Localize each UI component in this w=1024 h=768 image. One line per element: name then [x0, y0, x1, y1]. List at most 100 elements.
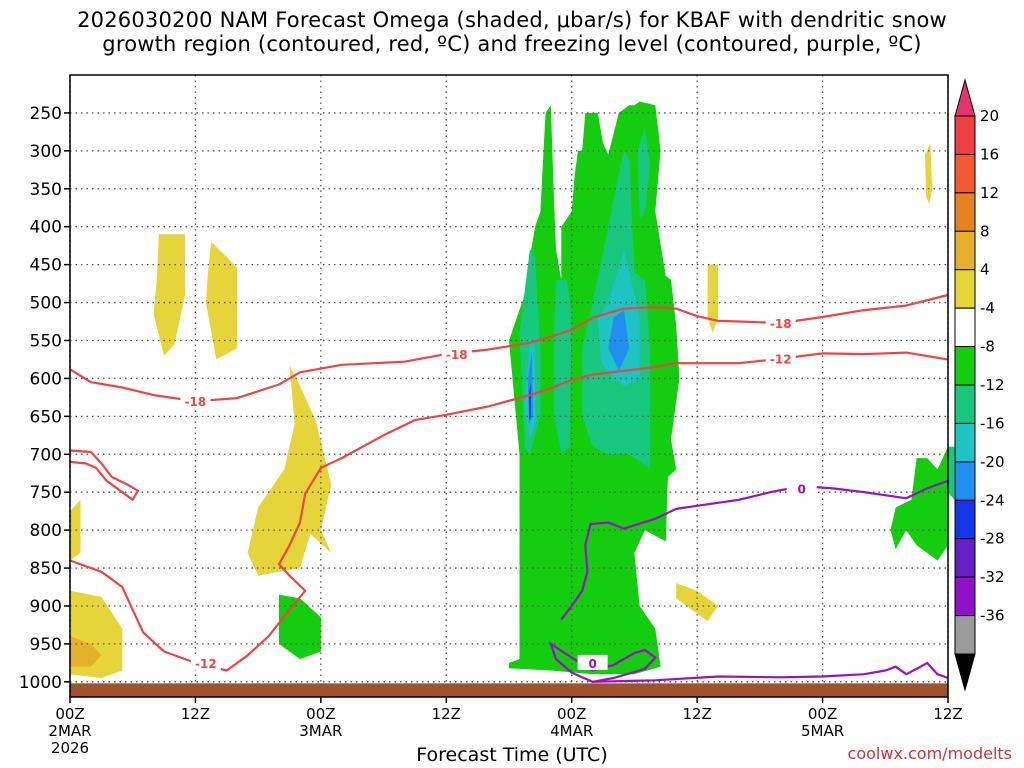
omega-region-neg4 [566, 636, 572, 656]
contour-label-minus12: -12 [195, 657, 217, 671]
omega-region-neg20 [528, 382, 531, 421]
colorbar-label: 8 [980, 222, 990, 240]
omega-region-neg8 [637, 128, 651, 220]
contour-label-minus18: -18 [770, 317, 792, 331]
y-tick-label: 650 [30, 407, 62, 427]
contour-label-freezing-bg [786, 480, 817, 496]
omega-shading [70, 101, 955, 678]
colorbar-swatch [954, 422, 976, 463]
chart-title-line1: 2026030200 NAM Forecast Omega (shaded, μ… [77, 8, 947, 32]
omega-region-pos4 [70, 499, 81, 561]
contour-minus12-loop [69, 449, 139, 501]
colorbar-label: -32 [980, 568, 1005, 586]
colorbar-top-arrow [954, 78, 976, 117]
x-tick-year: 2026 [51, 739, 89, 757]
y-tick-label: 550 [30, 331, 62, 351]
colorbar-swatch [954, 499, 976, 540]
colorbar-swatch [954, 153, 976, 194]
colorbar-bottom-arrow [954, 653, 976, 692]
colorbar-swatch [954, 115, 976, 155]
omega-region-pos8 [70, 636, 102, 667]
omega-region-pos4 [925, 143, 933, 204]
y-tick-label: 800 [30, 521, 62, 541]
x-axis-title: Forecast Time (UTC) [416, 744, 608, 766]
colorbar-swatch [954, 230, 976, 271]
omega-region-neg16 [608, 310, 630, 371]
plot-frame [69, 74, 949, 698]
x-tick-label: 00Z [55, 705, 84, 723]
y-axis: 250 300 350 400 450 500 550 600 650 700 750 800 850 9… [19, 104, 70, 693]
contour-label-freezing-low: 0 [588, 657, 596, 671]
x-tick-label: 00Z [557, 705, 586, 723]
y-tick-label: 250 [30, 104, 62, 124]
x-tick-label: 00Z [808, 705, 837, 723]
colorbar-swatch [954, 576, 976, 617]
colorbar-label: -24 [980, 491, 1005, 509]
contour-label-freezing: 0 [797, 482, 805, 496]
ground-strip [70, 683, 948, 697]
colorbar-swatch [954, 269, 976, 309]
omega-region-pos4 [247, 365, 332, 576]
contour-minus18 [69, 293, 949, 403]
y-tick-label: 1000 [19, 673, 62, 693]
x-tick-label: 12Z [432, 705, 461, 723]
y-tick-label: 850 [30, 559, 62, 579]
omega-region-neg8 [948, 446, 955, 500]
contour-label-minus18-bg [765, 315, 796, 331]
colorbar-label: -20 [980, 453, 1005, 471]
contour-label-minus12-bg [765, 350, 796, 366]
colorbar-swatch [954, 615, 976, 655]
contour-label-minus12-bg [190, 654, 221, 670]
contour-label-minus18: -18 [446, 348, 468, 362]
temperature-contours: -18 -18 -18 -12 -12 0 0 [69, 293, 949, 683]
chart-title-line2: growth region (contoured, red, ºC) and f… [102, 32, 922, 56]
colorbar-swatch [954, 538, 976, 578]
omega-region-pos4 [707, 264, 718, 333]
omega-region-neg8 [553, 279, 572, 455]
colorbar-label: 12 [980, 184, 999, 202]
omega-region-neg4 [279, 594, 321, 660]
gridlines [69, 75, 949, 697]
contour-label-minus12: -12 [770, 353, 792, 367]
contour-label-freezing-low-bg [577, 654, 608, 670]
x-tick-label: 12Z [933, 705, 962, 723]
credit-link[interactable]: coolwx.com/modelts [847, 744, 1012, 763]
colorbar-label: -36 [980, 607, 1005, 625]
colorbar-label: 20 [980, 107, 999, 125]
x-tick-label: 00Z [306, 705, 335, 723]
colorbar-swatch [954, 346, 976, 386]
y-tick-label: 700 [30, 445, 62, 465]
y-tick-label: 500 [30, 294, 62, 314]
x-tick-label: 12Z [682, 705, 711, 723]
y-tick-label: 750 [30, 483, 62, 503]
omega-region-pos4 [205, 241, 238, 360]
omega-region-pos4 [153, 234, 185, 356]
contour-freezing-surface [592, 661, 949, 683]
colorbar-label: -4 [980, 299, 995, 317]
contour-label-minus18-bg [180, 393, 211, 409]
y-tick-label: 900 [30, 597, 62, 617]
y-tick-label: 950 [30, 635, 62, 655]
x-tick-date: 2MAR [48, 722, 91, 740]
contour-label-minus18-bg [441, 346, 472, 362]
x-tick-label: 12Z [181, 705, 210, 723]
x-tick-date: 5MAR [801, 722, 844, 740]
y-tick-label: 400 [30, 218, 62, 238]
contour-freezing-level [560, 479, 949, 621]
colorbar-swatch [954, 384, 976, 424]
colorbar-label: 4 [980, 261, 990, 279]
colorbar-swatch [954, 192, 976, 232]
y-tick-label: 450 [30, 256, 62, 276]
colorbar-label: -28 [980, 530, 1005, 548]
y-tick-label: 300 [30, 142, 62, 162]
colorbar: 20 16 12 8 4 -4 -8 -12 -16 -20 -24 -28 -32 -36 [954, 78, 1005, 692]
omega-region-pos4 [676, 583, 718, 622]
y-tick-label: 600 [30, 369, 62, 389]
plot-border [69, 74, 949, 698]
colorbar-label: -16 [980, 414, 1005, 432]
x-tick-date: 3MAR [299, 722, 342, 740]
ground-surface [70, 683, 948, 697]
x-tick-date: 4MAR [550, 722, 593, 740]
